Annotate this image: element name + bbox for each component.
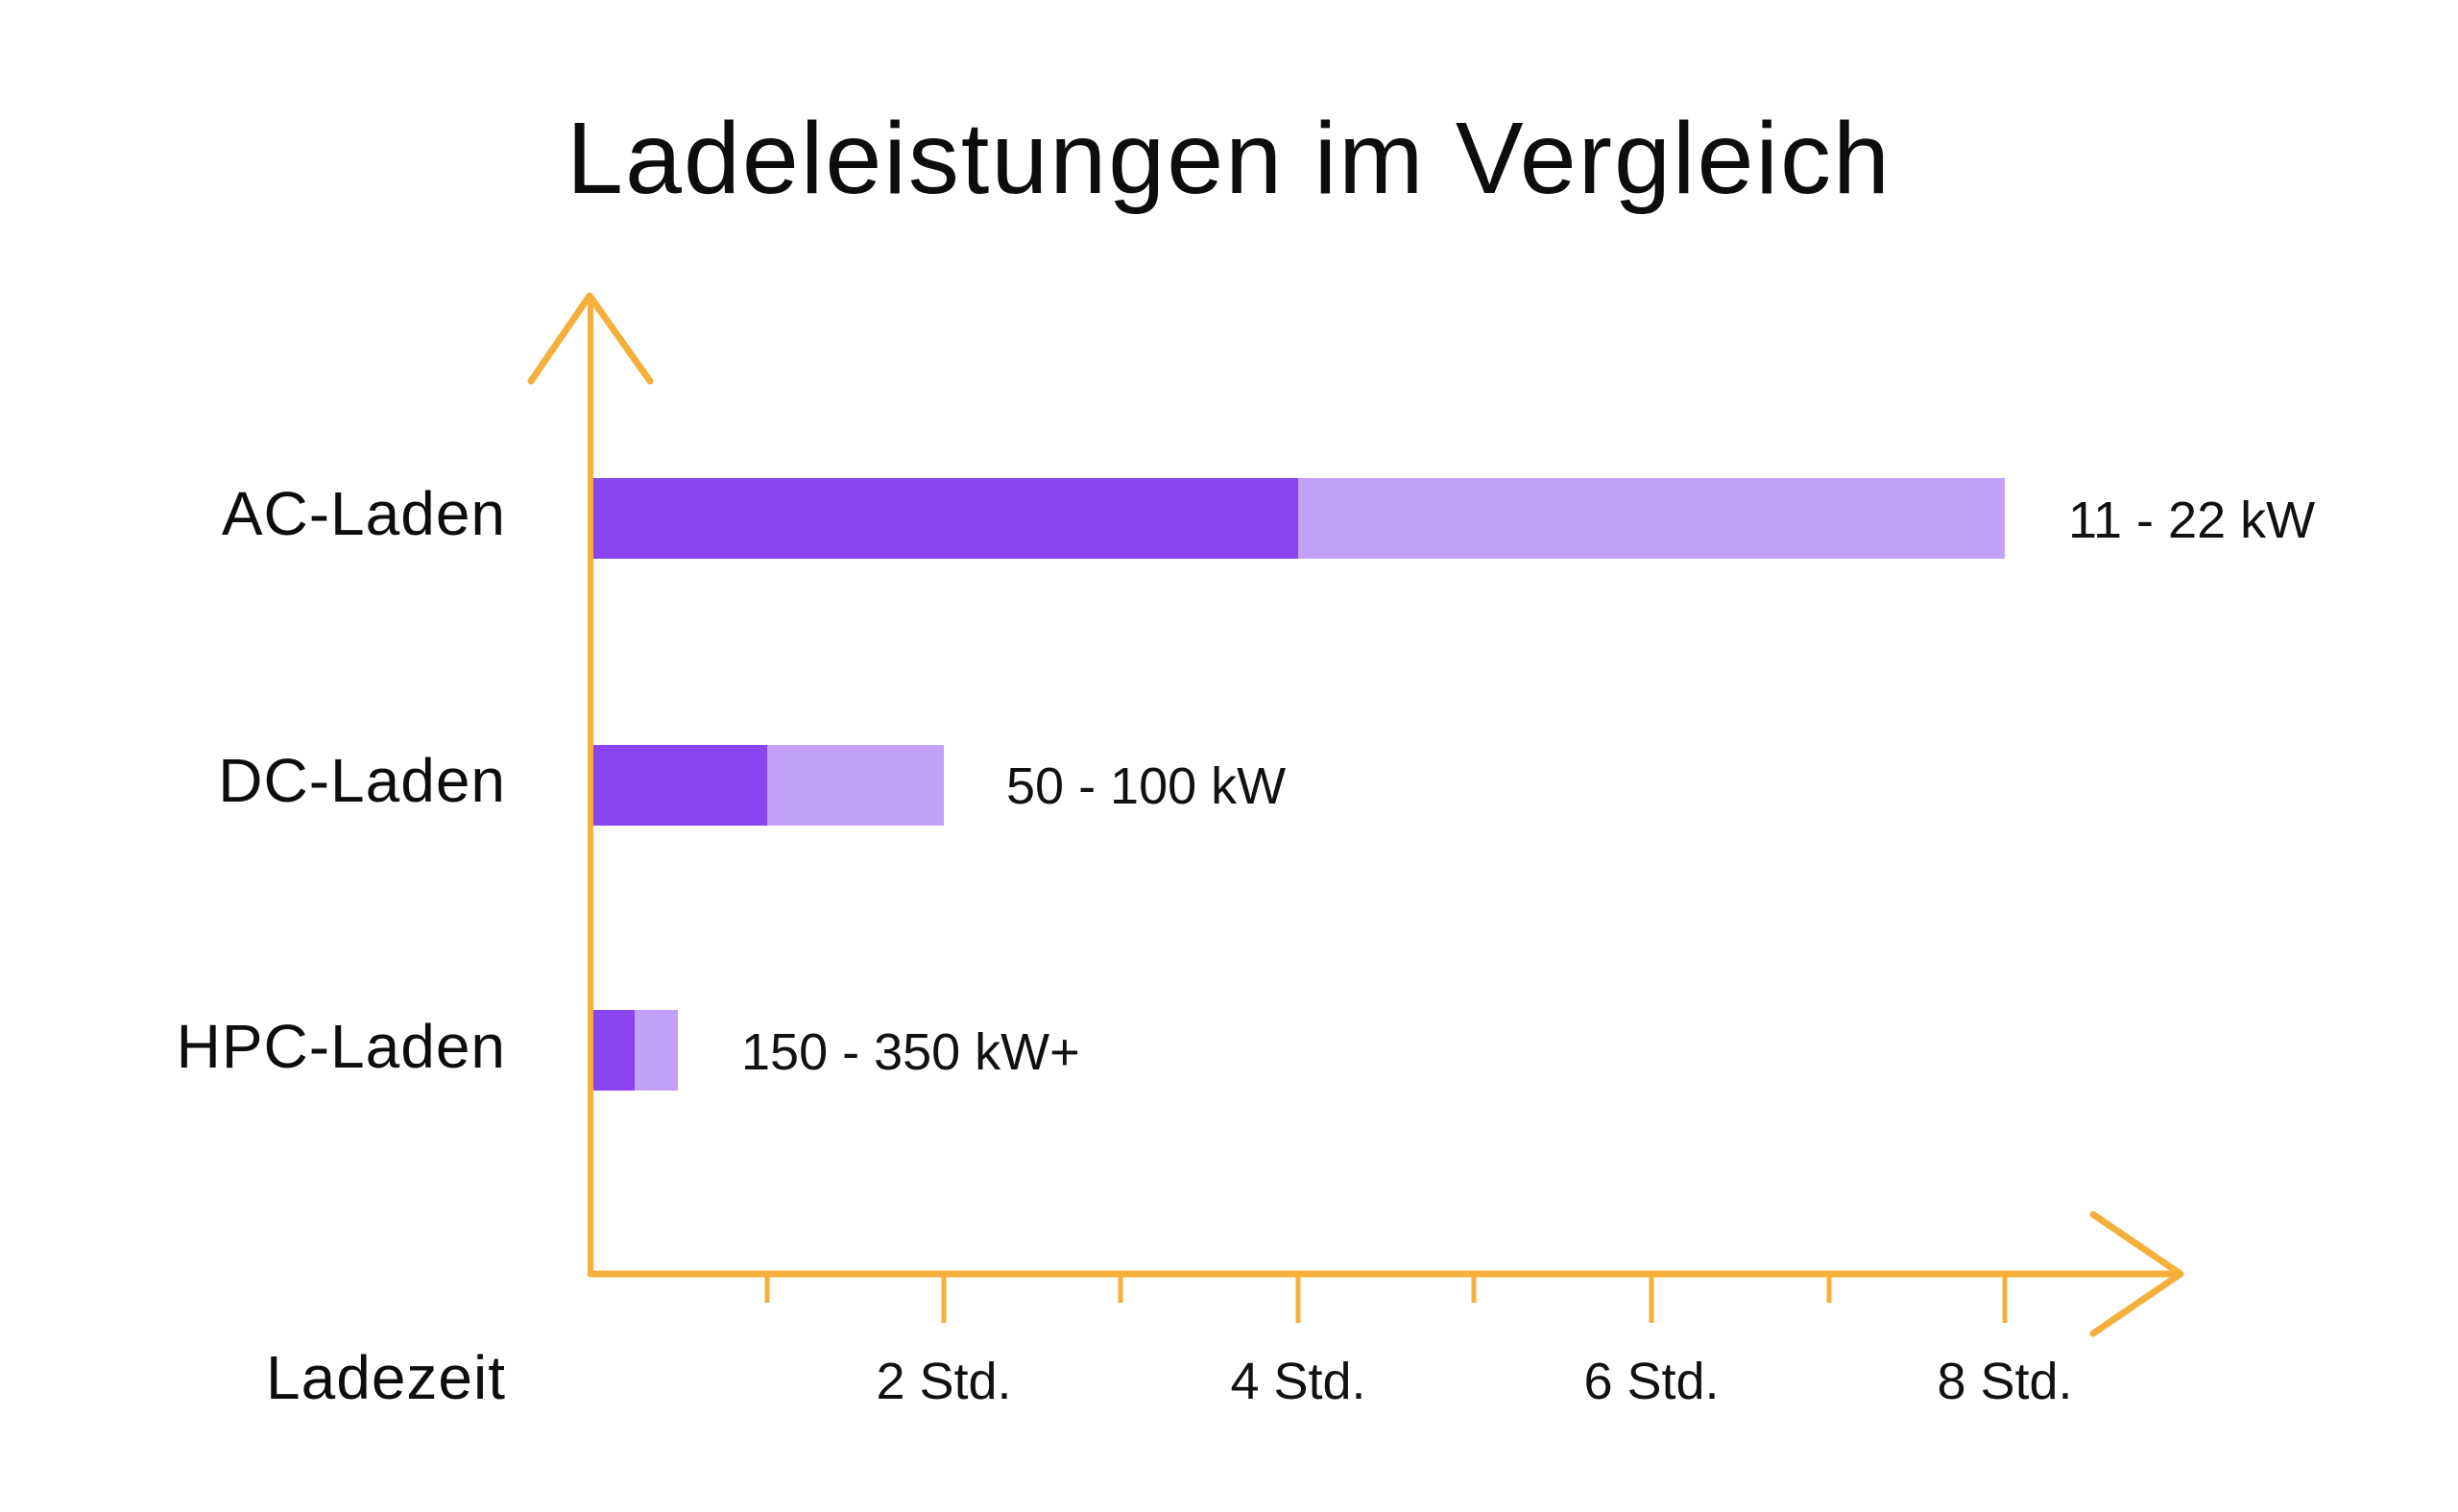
- bar-hpc: [593, 1010, 678, 1091]
- bar-ac: [593, 478, 2005, 559]
- x-tick-label-2h: 2 Std.: [876, 1353, 1012, 1410]
- bar-ac-max: [1298, 478, 2005, 559]
- value-label-hpc: 150 - 350 kW+: [741, 1023, 1080, 1081]
- bar-hpc-min: [593, 1010, 635, 1091]
- category-label-hpc: HPC-Laden: [176, 1012, 506, 1081]
- x-tick-label-4h: 4 Std.: [1230, 1353, 1366, 1410]
- bar-ac-min: [593, 478, 1298, 559]
- category-label-dc: DC-Laden: [218, 746, 506, 815]
- chart-title: Ladeleistungen im Vergleich: [566, 102, 1892, 215]
- x-axis-arrow-icon: [2089, 1211, 2184, 1337]
- x-tick-label-8h: 8 Std.: [1937, 1353, 2073, 1410]
- bar-dc-min: [593, 745, 767, 826]
- x-tick-label-6h: 6 Std.: [1583, 1353, 1720, 1410]
- x-axis-title: Ladezeit: [266, 1343, 506, 1412]
- category-label-ac: AC-Laden: [221, 479, 506, 548]
- y-axis-arrow-icon: [527, 292, 654, 385]
- value-label-dc: 50 - 100 kW: [1006, 757, 1287, 815]
- bar-hpc-max: [635, 1010, 678, 1091]
- bar-dc-max: [767, 745, 944, 826]
- x-axis-ticks: [764, 1274, 2008, 1323]
- bar-dc: [593, 745, 944, 826]
- value-label-ac: 11 - 22 kW: [2068, 492, 2316, 549]
